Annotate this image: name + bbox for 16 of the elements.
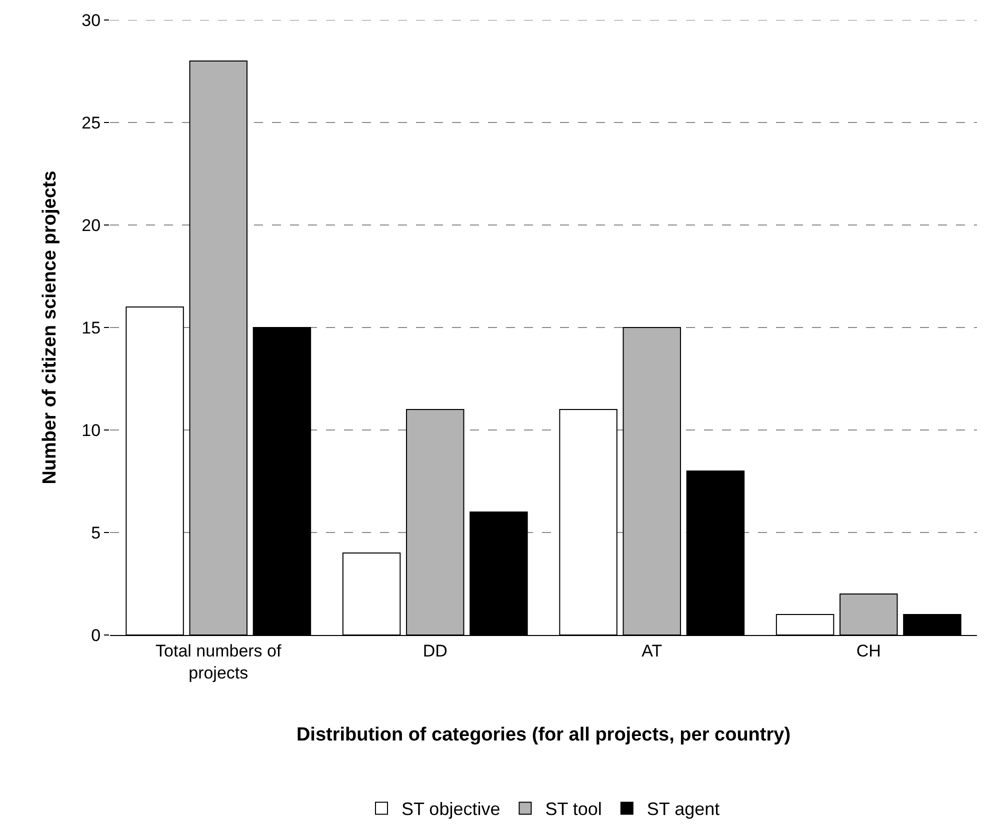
x-tick-label: DD: [422, 641, 448, 660]
y-tick-label: 5: [91, 523, 101, 542]
x-tick-label: AT: [642, 641, 662, 660]
x-tick-label: CH: [856, 641, 881, 660]
y-axis-title: Number of citizen science projects: [40, 170, 61, 484]
y-tick-label: 30: [82, 10, 101, 30]
legend-label: ST objective: [402, 799, 500, 820]
y-tick-label: 0: [91, 626, 101, 645]
y-tick-label: 25: [82, 113, 101, 132]
legend-label: ST tool: [545, 799, 602, 820]
y-tick-label: 20: [82, 216, 101, 235]
x-tick-label: Total numbers of projects: [156, 641, 282, 682]
legend-label: ST agent: [646, 799, 720, 820]
x-axis-title: Distribution of categories (for all projects, per country): [296, 724, 791, 746]
y-tick-label: 15: [82, 318, 101, 338]
y-tick-label: 10: [82, 420, 101, 440]
